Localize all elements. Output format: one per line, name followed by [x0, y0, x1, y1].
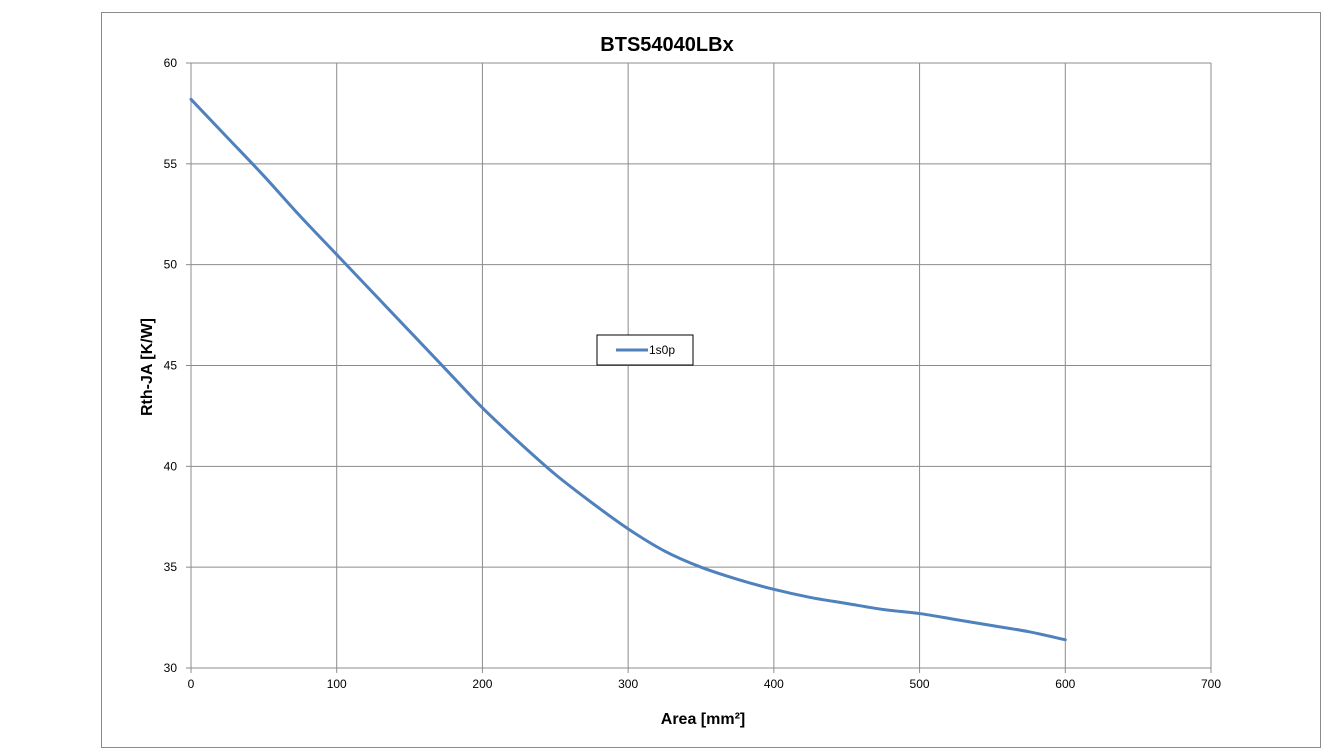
- line-chart: 0 100 200 300 400 500 600 700 30 35 40 45 50 55 60 BTS…: [139, 34, 1222, 728]
- y-tick-label: 60: [164, 56, 178, 70]
- legend-label: 1s0p: [649, 343, 675, 357]
- chart-frame: 0 100 200 300 400 500 600 700 30 35 40 45 50 55 60 BTS…: [101, 12, 1321, 748]
- x-tick-label: 200: [472, 677, 492, 691]
- grid: [190, 62, 1212, 669]
- y-tick-label: 55: [164, 157, 178, 171]
- x-tick-label: 100: [327, 677, 347, 691]
- axes: [186, 62, 1212, 673]
- y-tick-label: 35: [164, 560, 178, 574]
- y-axis-title: Rth-JA [K/W]: [139, 318, 156, 416]
- x-axis-title: Area [mm²]: [661, 711, 745, 728]
- y-tick-label: 50: [164, 258, 178, 272]
- x-tick-label: 300: [618, 677, 638, 691]
- y-tick-label: 45: [164, 359, 178, 373]
- series-layer: [189, 97, 1067, 642]
- tick-labels: 0 100 200 300 400 500 600 700 30 35 40 45 50 55 60: [164, 56, 1222, 691]
- x-tick-label: 700: [1201, 677, 1221, 691]
- x-tick-label: 500: [910, 677, 930, 691]
- series-line-1s0p: [189, 97, 1067, 642]
- legend: 1s0p: [596, 334, 694, 366]
- y-tick-label: 40: [164, 459, 178, 473]
- x-tick-label: 0: [188, 677, 195, 691]
- chart-title: BTS54040LBx: [600, 34, 733, 56]
- x-tick-label: 400: [764, 677, 784, 691]
- x-tick-label: 600: [1055, 677, 1075, 691]
- y-tick-label: 30: [164, 661, 178, 675]
